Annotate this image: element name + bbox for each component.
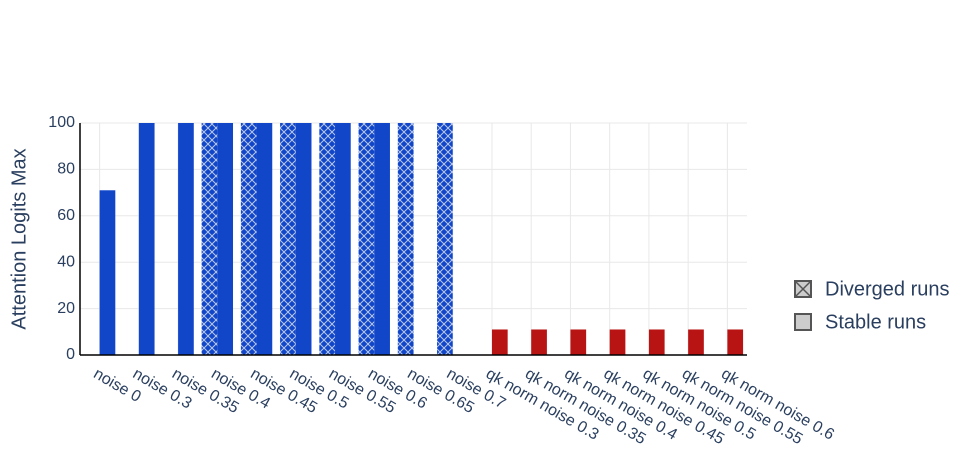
bar	[99, 190, 116, 355]
y-tick-label: 100	[48, 114, 75, 131]
legend-swatch	[794, 313, 812, 331]
bar	[397, 123, 414, 355]
y-tick-label: 20	[57, 300, 75, 317]
bar	[358, 123, 375, 355]
bar	[256, 123, 273, 355]
bar	[217, 123, 234, 355]
bar	[609, 329, 626, 355]
bar	[570, 329, 587, 355]
bar	[178, 123, 194, 355]
bar	[531, 329, 547, 355]
bar	[491, 329, 508, 355]
bar	[280, 123, 296, 355]
legend-label: Diverged runs	[825, 278, 950, 300]
bar	[374, 123, 390, 355]
bar	[437, 123, 453, 355]
bar	[335, 123, 351, 355]
y-tick-label: 80	[57, 161, 75, 178]
legend: Diverged runs Stable runs	[794, 278, 950, 333]
y-axis-title: Attention Logits Max	[8, 148, 30, 329]
bar	[138, 123, 155, 355]
legend-label: Stable runs	[825, 311, 926, 333]
legend-hatch	[794, 280, 812, 298]
bar	[240, 123, 257, 355]
bar	[648, 329, 665, 355]
bar	[688, 329, 704, 355]
bar	[295, 123, 312, 355]
bar	[201, 123, 218, 355]
y-tick-label: 40	[57, 253, 75, 270]
y-tick-label: 60	[57, 207, 75, 224]
bar	[319, 123, 336, 355]
y-tick-label: 0	[66, 346, 75, 363]
bar	[727, 329, 744, 355]
